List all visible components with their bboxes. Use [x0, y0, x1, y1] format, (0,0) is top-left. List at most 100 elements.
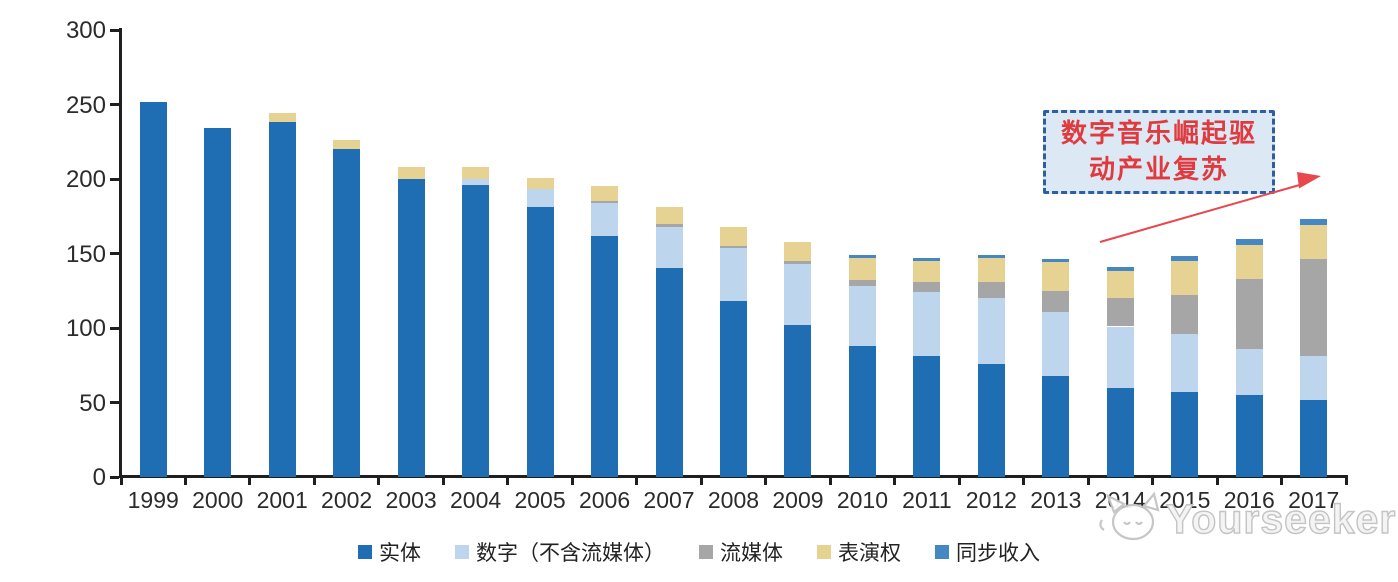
bar-segment	[720, 247, 747, 302]
bar-segment	[848, 254, 876, 258]
x-axis-label: 2010	[836, 487, 889, 513]
bar-segment	[1171, 333, 1199, 393]
bar-segment	[1106, 266, 1134, 272]
legend-swatch-icon	[699, 545, 713, 559]
bar-segment	[526, 177, 554, 190]
bar-segment	[591, 202, 619, 236]
legend-item: 表演权	[817, 537, 901, 567]
legend-item: 实体	[358, 537, 421, 567]
annotation-text-line2: 动产业复苏	[1088, 155, 1229, 185]
watermark-text: Yourseeker	[1165, 495, 1397, 542]
x-axis-tick	[893, 477, 897, 485]
x-axis-tick	[1215, 477, 1219, 485]
bar-segment	[848, 286, 876, 346]
legend-label: 数字（不含流媒体）	[476, 541, 665, 565]
x-axis-label: 2006	[578, 487, 631, 513]
bar-segment	[333, 149, 361, 477]
x-axis-label: 2009	[772, 487, 824, 513]
bar-segment	[1235, 278, 1263, 349]
watermark: Yourseeker	[1096, 492, 1396, 546]
bar-segment	[977, 281, 1005, 299]
bar-segment	[913, 356, 941, 477]
bar-segment	[784, 241, 812, 261]
bar-segment	[1300, 225, 1328, 260]
y-axis-label: 50	[79, 389, 106, 417]
bar-segment	[1235, 244, 1263, 279]
bar-segment	[977, 298, 1005, 364]
bar-segment	[1042, 290, 1070, 312]
y-axis-label: 0	[92, 464, 106, 491]
bar-segment	[720, 246, 747, 248]
x-axis-tick	[570, 477, 574, 485]
legend-swatch-icon	[455, 545, 469, 559]
bar-segment	[1300, 219, 1328, 226]
x-axis-label: 2002	[321, 487, 373, 513]
y-axis-tick	[110, 28, 119, 32]
bar-segment	[977, 254, 1005, 258]
x-axis-label: 2012	[965, 487, 1017, 513]
bar-segment	[526, 189, 554, 208]
bar-segment	[1042, 375, 1070, 477]
legend-label: 实体	[379, 541, 421, 565]
x-axis-label: 2013	[1030, 487, 1082, 513]
legend-label: 流媒体	[720, 541, 783, 565]
x-axis-tick	[312, 477, 316, 485]
x-axis-label: 2007	[643, 487, 695, 513]
bar-segment	[591, 201, 619, 203]
bar-segment	[784, 260, 812, 264]
bar-segment	[526, 207, 554, 477]
bar-segment	[977, 363, 1005, 477]
x-axis-label: 1999	[127, 487, 179, 513]
bar-segment	[848, 257, 876, 281]
legend-item: 数字（不含流媒体）	[455, 537, 665, 567]
bar-segment	[462, 179, 490, 185]
bar-segment	[268, 113, 296, 123]
x-axis-label: 2000	[192, 487, 244, 513]
y-axis-tick	[110, 103, 119, 106]
x-axis-label: 2004	[450, 487, 502, 513]
y-axis-tick	[110, 177, 119, 181]
x-axis-label: 2017	[1288, 487, 1340, 513]
bar-segment	[1106, 387, 1134, 477]
bar-segment	[848, 280, 876, 287]
x-axis-label: 2011	[902, 487, 952, 513]
bar-segment	[720, 301, 747, 477]
x-axis-tick	[377, 477, 381, 485]
x-axis-label: 2008	[707, 487, 760, 513]
x-axis-tick	[183, 477, 187, 485]
bar-segment	[1171, 295, 1199, 334]
y-axis-tick	[110, 475, 119, 479]
legend-swatch-icon	[358, 545, 372, 559]
x-axis-tick	[119, 477, 123, 485]
x-axis-label: 2003	[385, 487, 437, 513]
y-axis-line	[119, 28, 122, 478]
x-axis-label: 2001	[256, 487, 308, 513]
bar-segment	[139, 101, 167, 477]
x-axis-tick	[1280, 477, 1284, 485]
x-axis-tick	[506, 477, 510, 485]
y-axis-tick	[110, 252, 119, 255]
y-axis-label: 150	[65, 240, 106, 268]
legend-item: 流媒体	[699, 537, 783, 567]
legend-swatch-icon	[935, 545, 949, 559]
bar-segment	[913, 260, 941, 282]
annotation-text-line1: 数字音乐崛起驱	[1060, 119, 1257, 149]
bar-segment	[1042, 311, 1070, 376]
x-axis-label: 2005	[514, 487, 566, 513]
x-axis-tick	[1086, 477, 1090, 485]
bar-segment	[1300, 399, 1328, 477]
y-axis-label: 300	[65, 17, 106, 44]
bar-segment	[1042, 262, 1070, 291]
bar-segment	[591, 186, 619, 202]
bar-segment	[397, 179, 425, 477]
x-axis-tick	[828, 477, 832, 485]
bar-segment	[591, 235, 619, 477]
bar-segment	[913, 281, 941, 293]
x-axis-tick	[441, 477, 445, 485]
x-axis-tick	[635, 477, 639, 485]
bar-segment	[655, 226, 683, 269]
x-axis-label: 2015	[1159, 487, 1211, 513]
bar-segment	[1235, 395, 1263, 477]
x-axis-tick	[248, 477, 252, 485]
